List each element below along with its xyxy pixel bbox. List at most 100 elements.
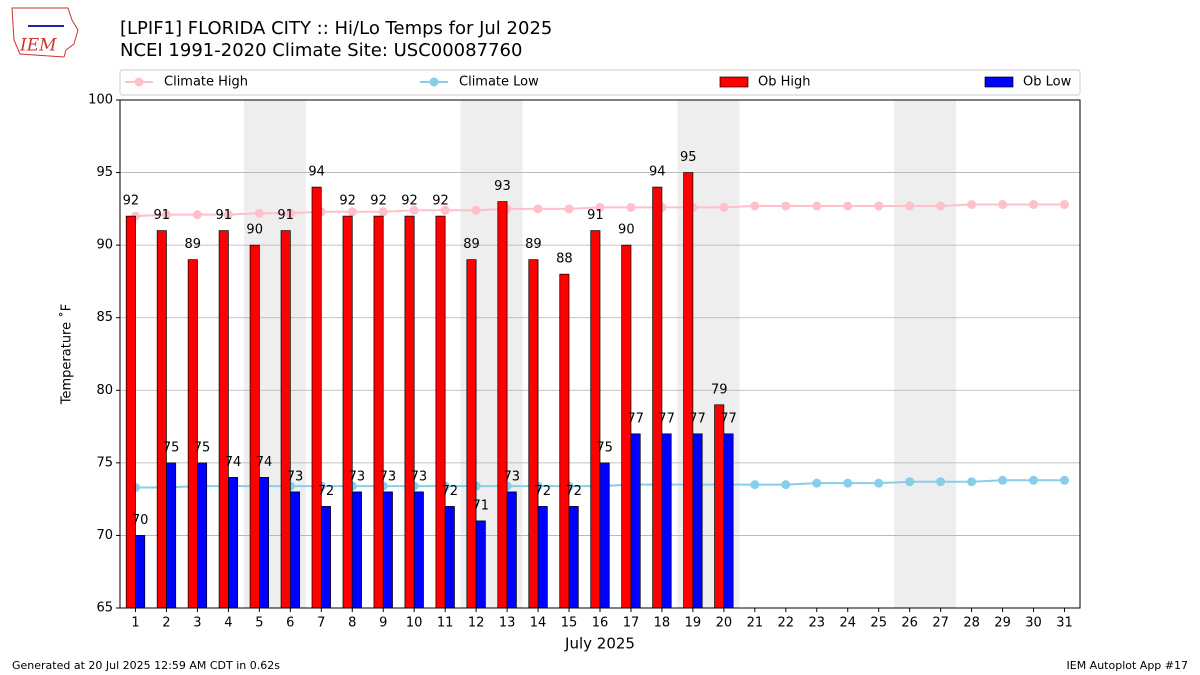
data-label: 91 <box>587 208 604 223</box>
data-label: 88 <box>556 252 573 267</box>
y-tick-label: 75 <box>96 455 113 470</box>
data-label: 89 <box>463 237 480 252</box>
data-label: 73 <box>380 469 397 484</box>
data-label: 91 <box>154 208 171 223</box>
y-tick-label: 85 <box>96 310 113 325</box>
line-point <box>1060 200 1070 210</box>
line-point <box>936 477 946 487</box>
data-label: 73 <box>287 469 304 484</box>
bar <box>559 273 570 609</box>
line-point <box>223 210 233 220</box>
data-label: 73 <box>411 469 428 484</box>
line-point <box>254 208 264 218</box>
line-point <box>347 207 357 217</box>
x-tick-label: 3 <box>193 616 201 631</box>
data-label: 75 <box>163 440 180 455</box>
line-point <box>905 477 915 487</box>
footer-left: Generated at 20 Jul 2025 12:59 AM CDT in… <box>12 659 280 672</box>
bar <box>435 215 446 609</box>
logo-text: IEM <box>19 36 57 56</box>
bar <box>342 215 353 609</box>
line-point <box>843 478 853 488</box>
y-tick-label: 65 <box>96 601 113 616</box>
line-point <box>874 201 884 211</box>
line-point <box>750 201 760 211</box>
line-point <box>533 204 543 214</box>
data-label: 89 <box>185 237 202 252</box>
data-label: 77 <box>627 411 644 426</box>
data-label: 90 <box>246 223 263 238</box>
bar <box>351 491 362 609</box>
bar <box>537 506 548 609</box>
bar <box>497 201 508 609</box>
bar <box>156 230 167 609</box>
line-point <box>440 205 450 215</box>
x-tick-label: 31 <box>1056 616 1073 631</box>
x-axis-label: July 2025 <box>564 635 635 653</box>
legend-swatch <box>719 76 749 88</box>
bar <box>228 477 239 609</box>
bar <box>506 491 517 609</box>
x-tick-label: 10 <box>406 616 423 631</box>
x-tick-label: 9 <box>379 616 387 631</box>
data-label: 90 <box>618 223 635 238</box>
legend-marker <box>134 77 144 87</box>
data-label: 92 <box>123 194 140 209</box>
line-point <box>781 201 791 211</box>
x-tick-label: 6 <box>286 616 294 631</box>
line-point <box>843 201 853 211</box>
chart-title: [LPIF1] FLORIDA CITY :: Hi/Lo Temps for … <box>120 18 552 39</box>
bar <box>166 462 177 609</box>
legend-swatch <box>984 76 1014 88</box>
y-tick-label: 80 <box>96 383 113 398</box>
line-point <box>936 201 946 211</box>
legend-label: Ob Low <box>1023 75 1072 90</box>
line-point <box>161 210 171 220</box>
y-tick-label: 70 <box>96 528 113 543</box>
bar <box>466 259 477 609</box>
bar <box>590 230 601 609</box>
line-point <box>378 207 388 217</box>
data-label: 94 <box>649 165 666 180</box>
data-label: 93 <box>494 179 511 194</box>
bar <box>187 259 198 609</box>
x-tick-label: 29 <box>994 616 1011 631</box>
logo-outline <box>11 7 79 58</box>
data-label: 92 <box>339 194 356 209</box>
data-label: 71 <box>473 498 490 513</box>
data-label: 74 <box>256 455 273 470</box>
data-label: 94 <box>308 165 325 180</box>
data-label: 89 <box>525 237 542 252</box>
data-label: 77 <box>658 411 675 426</box>
line-point <box>812 201 822 211</box>
data-label: 92 <box>401 194 418 209</box>
data-label: 72 <box>534 484 551 499</box>
x-tick-label: 5 <box>255 616 263 631</box>
data-label: 77 <box>720 411 737 426</box>
x-tick-label: 17 <box>623 616 640 631</box>
line-point <box>1029 200 1039 210</box>
bar <box>692 433 703 609</box>
x-tick-label: 20 <box>716 616 733 631</box>
bar <box>197 462 208 609</box>
line-point <box>998 475 1008 485</box>
line-point <box>409 205 419 215</box>
line-point <box>595 202 605 212</box>
data-label: 73 <box>349 469 366 484</box>
data-label: 91 <box>215 208 232 223</box>
y-tick-label: 100 <box>88 93 113 108</box>
data-label: 92 <box>370 194 387 209</box>
y-axis-label: Temperature ˚F <box>59 304 75 405</box>
x-tick-label: 27 <box>932 616 949 631</box>
data-label: 73 <box>503 469 520 484</box>
line-point <box>285 208 295 218</box>
legend-marker <box>429 77 439 87</box>
weekend-shade <box>894 100 957 608</box>
line-point <box>750 480 760 490</box>
line-point <box>471 205 481 215</box>
x-tick-label: 11 <box>437 616 454 631</box>
bar <box>413 491 424 609</box>
plot-frame <box>119 99 1081 609</box>
bar <box>289 491 300 609</box>
